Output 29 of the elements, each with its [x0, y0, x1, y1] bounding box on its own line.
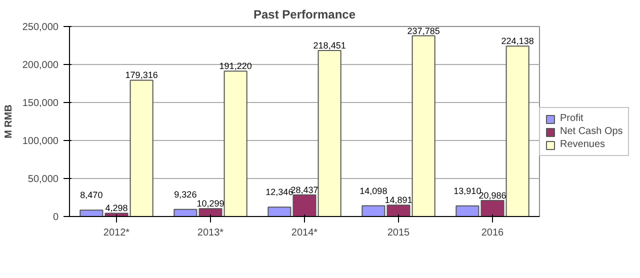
- data-label: 9,326: [174, 189, 197, 200]
- y-tick-label: 0: [52, 212, 59, 223]
- data-label: 20,986: [478, 190, 506, 201]
- y-tick-label: 200,000: [22, 60, 59, 71]
- data-label: 224,138: [501, 36, 534, 46]
- legend-label: Revenues: [560, 139, 606, 150]
- y-tick-label: 50,000: [28, 174, 59, 185]
- x-tick-label: 2016: [481, 228, 504, 238]
- data-label: 4,298: [105, 203, 128, 214]
- data-label: 218,451: [313, 40, 346, 50]
- legend-label: Profit: [560, 113, 584, 124]
- data-label: 10,299: [196, 198, 224, 209]
- x-tick-label: 2012*: [103, 228, 130, 238]
- y-tick-label: 150,000: [22, 98, 59, 109]
- data-label: 14,098: [360, 186, 388, 196]
- data-label: 191,220: [219, 61, 252, 72]
- y-axis-title: M RMB: [3, 104, 14, 138]
- x-tick-label: 2015: [387, 228, 410, 238]
- chart-title: Past Performance: [253, 8, 356, 22]
- x-tick-label: 2013*: [197, 228, 224, 238]
- data-label: 14,891: [384, 195, 412, 206]
- y-tick-label: 250,000: [22, 22, 59, 33]
- legend-label: Net Cash Ops: [560, 126, 623, 137]
- data-label: 179,316: [125, 70, 158, 80]
- y-tick-label: 100,000: [22, 136, 59, 147]
- data-label: 8,470: [80, 190, 103, 200]
- data-label: 13,910: [454, 186, 482, 196]
- data-label: 237,785: [407, 26, 440, 36]
- x-tick-label: 2014*: [291, 228, 318, 238]
